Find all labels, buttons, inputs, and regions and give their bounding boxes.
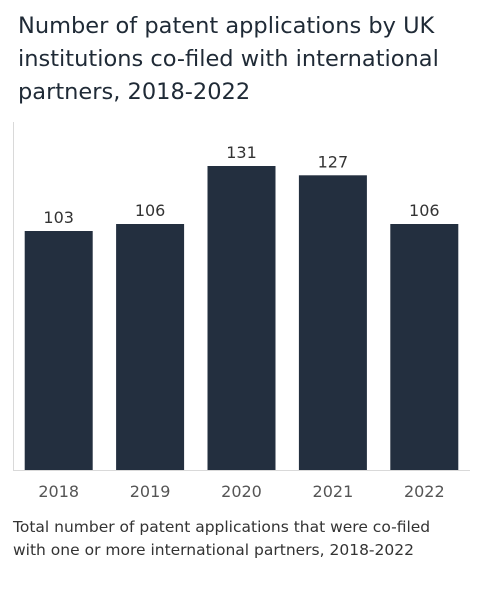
value-label-2020: 131 bbox=[226, 143, 257, 162]
x-tick-label-2021: 2021 bbox=[313, 482, 354, 501]
value-label-2021: 127 bbox=[318, 152, 349, 171]
value-labels-group: 103 106 131 127 106 bbox=[43, 143, 439, 227]
bar-2020 bbox=[207, 166, 276, 470]
bar-chart: 103 106 131 127 106 2018 2019 2020 2021 2022 bbox=[13, 122, 470, 501]
value-label-2019: 106 bbox=[135, 201, 166, 220]
bar-2019 bbox=[116, 224, 185, 470]
bar-2022 bbox=[390, 224, 459, 470]
x-tick-label-2022: 2022 bbox=[404, 482, 445, 501]
x-tick-label-2020: 2020 bbox=[221, 482, 262, 501]
value-label-2022: 106 bbox=[409, 201, 440, 220]
x-tick-labels-group: 2018 2019 2020 2021 2022 bbox=[38, 482, 444, 501]
chart-caption: Total number of patent applications that… bbox=[13, 518, 431, 559]
bars-group bbox=[24, 166, 459, 471]
value-label-2018: 103 bbox=[43, 208, 74, 227]
x-tick-label-2018: 2018 bbox=[38, 482, 79, 501]
chart-title: Number of patent applications by UK inst… bbox=[18, 13, 439, 105]
bar-2018 bbox=[24, 231, 93, 470]
bar-2021 bbox=[298, 175, 367, 471]
x-tick-label-2019: 2019 bbox=[130, 482, 171, 501]
